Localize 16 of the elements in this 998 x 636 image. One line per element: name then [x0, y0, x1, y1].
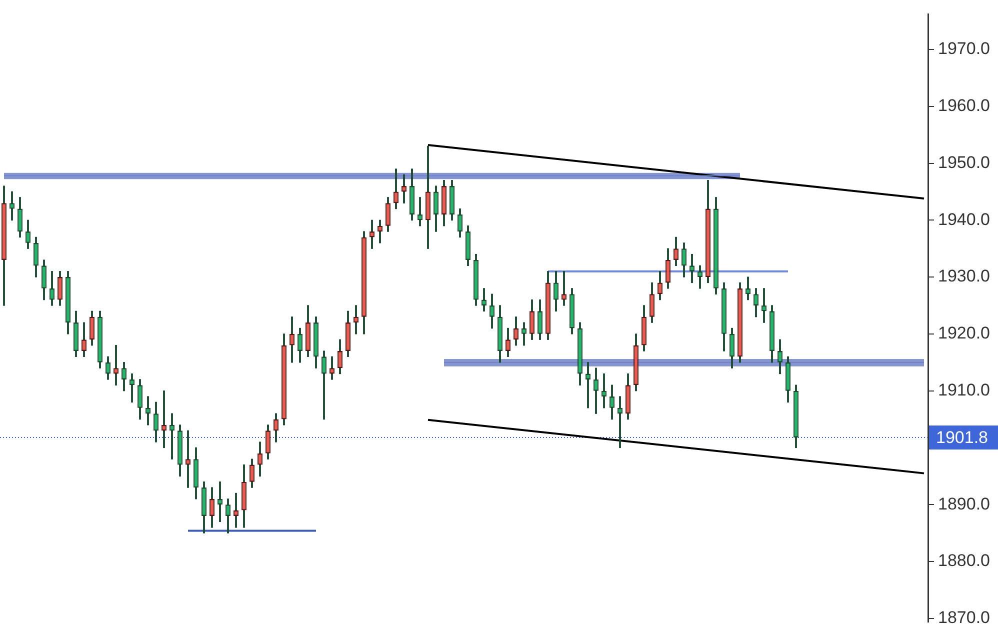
y-tick-label: 1880.0: [938, 551, 990, 570]
y-tick-label: 1870.0: [938, 608, 990, 628]
y-tick-label: 1950.0: [938, 152, 990, 172]
y-tick-label: 1920.0: [938, 324, 990, 343]
candlestick: [618, 396, 622, 448]
candlestick: [586, 362, 590, 408]
y-tick-label: 1930.0: [938, 266, 990, 286]
candlestick: [162, 390, 166, 448]
candlestick: [186, 430, 190, 488]
y-tick-label: 1960.0: [938, 96, 990, 116]
y-tick-label: 1940.0: [938, 210, 990, 229]
ref-line-label: 1901.8: [936, 428, 988, 448]
candlestick: [170, 413, 174, 460]
y-tick-label: 1890.0: [938, 494, 990, 514]
y-tick-label: 1970.0: [938, 39, 990, 58]
y-tick-label: 1910.0: [938, 380, 990, 400]
